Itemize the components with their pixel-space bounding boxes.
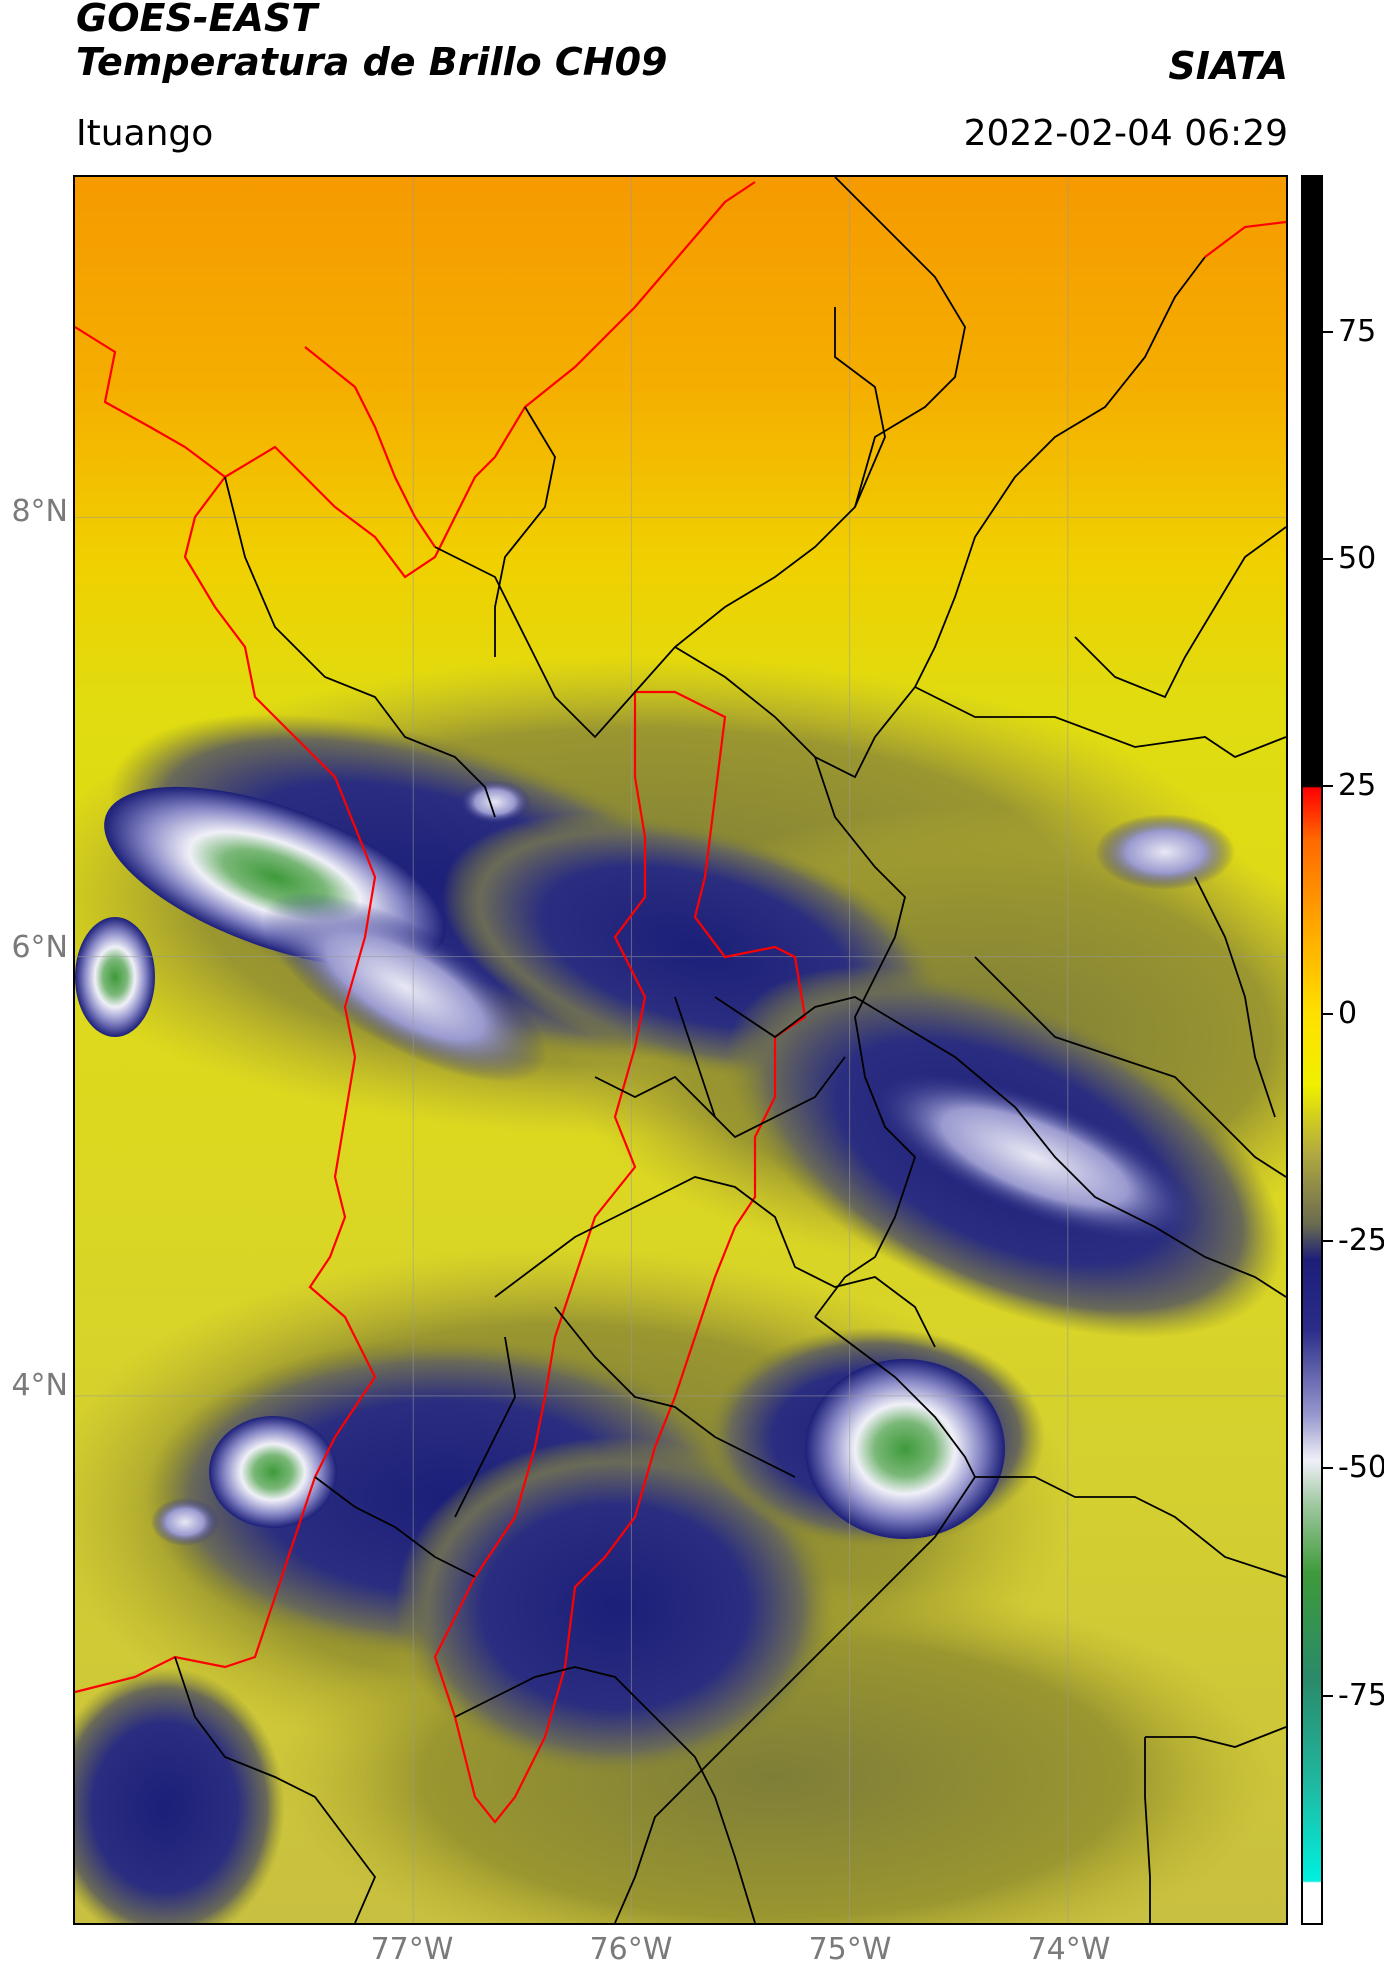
boundary-tolima [554, 1306, 796, 1478]
colorbar-tick-label: 75 [1338, 313, 1377, 349]
colorbar-tick-label: -75 [1338, 1677, 1384, 1713]
boundary-narino [174, 1656, 377, 1923]
storm-anvil-east [866, 1069, 1204, 1245]
lon-label-76w: 76°W [589, 1932, 673, 1967]
colorbar-gradient [1303, 177, 1321, 1923]
boundary-norte-santander [1074, 526, 1286, 699]
boundary-cundinamarca [814, 1316, 976, 1478]
colorbar-tick-label: 25 [1338, 768, 1377, 804]
boundary-cesar [974, 256, 1206, 538]
black-boundaries [174, 177, 1286, 1923]
colorbar-tick [1323, 557, 1333, 560]
boundary-arauca [1194, 876, 1276, 1118]
boundary-guaviare [1145, 1726, 1286, 1748]
coastline-west [75, 326, 377, 1694]
colorbar-tick [1323, 1467, 1333, 1470]
colorbar-tick-label: 0 [1338, 995, 1358, 1031]
storm-cell-northeast [1095, 814, 1235, 890]
ituango-corridor-outline [433, 690, 807, 1824]
colorbar-tick-label: 50 [1338, 540, 1377, 576]
boundary-cordoba-west [494, 406, 556, 657]
colorbar-tick [1323, 330, 1333, 333]
colorbar-tick-label: -50 [1338, 1450, 1384, 1486]
colorbar-tick [1323, 1239, 1333, 1242]
navy-cloud-corner [75, 1667, 285, 1923]
colorbar-tick-label: -25 [1338, 1222, 1384, 1258]
boundary-santander-north [914, 686, 1286, 759]
boundary-sucre [834, 307, 886, 508]
gulf-outline [304, 346, 436, 548]
coastline-northeast [1204, 220, 1286, 258]
colorbar-canvas [1303, 177, 1321, 1923]
storm-core-southwest [209, 1416, 337, 1528]
colorbar-tick [1323, 1012, 1333, 1015]
lat-label-6n: 6°N [11, 930, 68, 965]
storm-anvil-west [263, 891, 547, 1083]
boundary-boyaca [714, 996, 1286, 1298]
boundary-cauca [454, 1666, 756, 1923]
lon-label-75w: 75°W [808, 1932, 892, 1967]
lat-label-8n: 8°N [11, 494, 68, 529]
boundary-huila [614, 1476, 976, 1923]
title-line-1: GOES-EAST [76, 0, 318, 40]
boundary-tolima-north [494, 1176, 936, 1348]
satellite-map [73, 175, 1288, 1925]
storm-cell-north [459, 780, 531, 824]
boundary-boyaca-north [974, 956, 1286, 1178]
storm-cell-small [151, 1498, 219, 1546]
boundary-meta [975, 1476, 1286, 1578]
lon-label-77w: 77°W [370, 1932, 454, 1967]
boundary-valle [314, 1476, 476, 1578]
boundary-caldas [674, 996, 846, 1139]
coastline-north [224, 181, 756, 579]
graticule [75, 177, 1286, 1923]
lon-label-74w: 74°W [1027, 1932, 1111, 1967]
storm-core-edge [75, 917, 155, 1037]
map-canvas [75, 177, 1286, 1923]
boundary-vaupes [1144, 1737, 1151, 1923]
colorbar [1301, 175, 1323, 1925]
organization-label: SIATA [1168, 44, 1288, 88]
boundary-bolivar-south [674, 536, 976, 779]
colorbar-tick [1323, 1694, 1333, 1697]
colorbar-tick [1323, 785, 1333, 788]
boundary-cordoba-north [434, 177, 966, 739]
boundary-quindio [454, 1336, 516, 1518]
boundary-risaralda [594, 1075, 716, 1118]
region-label: Ituango [76, 113, 214, 154]
lat-label-4n: 4°N [11, 1368, 68, 1403]
red-boundaries [75, 181, 1286, 1824]
boundary-choco-antioquia-n [224, 476, 496, 818]
storm-core-southeast [805, 1359, 1005, 1539]
title-line-2: Temperatura de Brillo CH09 [76, 40, 668, 84]
datetime-label: 2022-02-04 06:29 [963, 113, 1288, 154]
boundary-santander-west [814, 756, 917, 1318]
